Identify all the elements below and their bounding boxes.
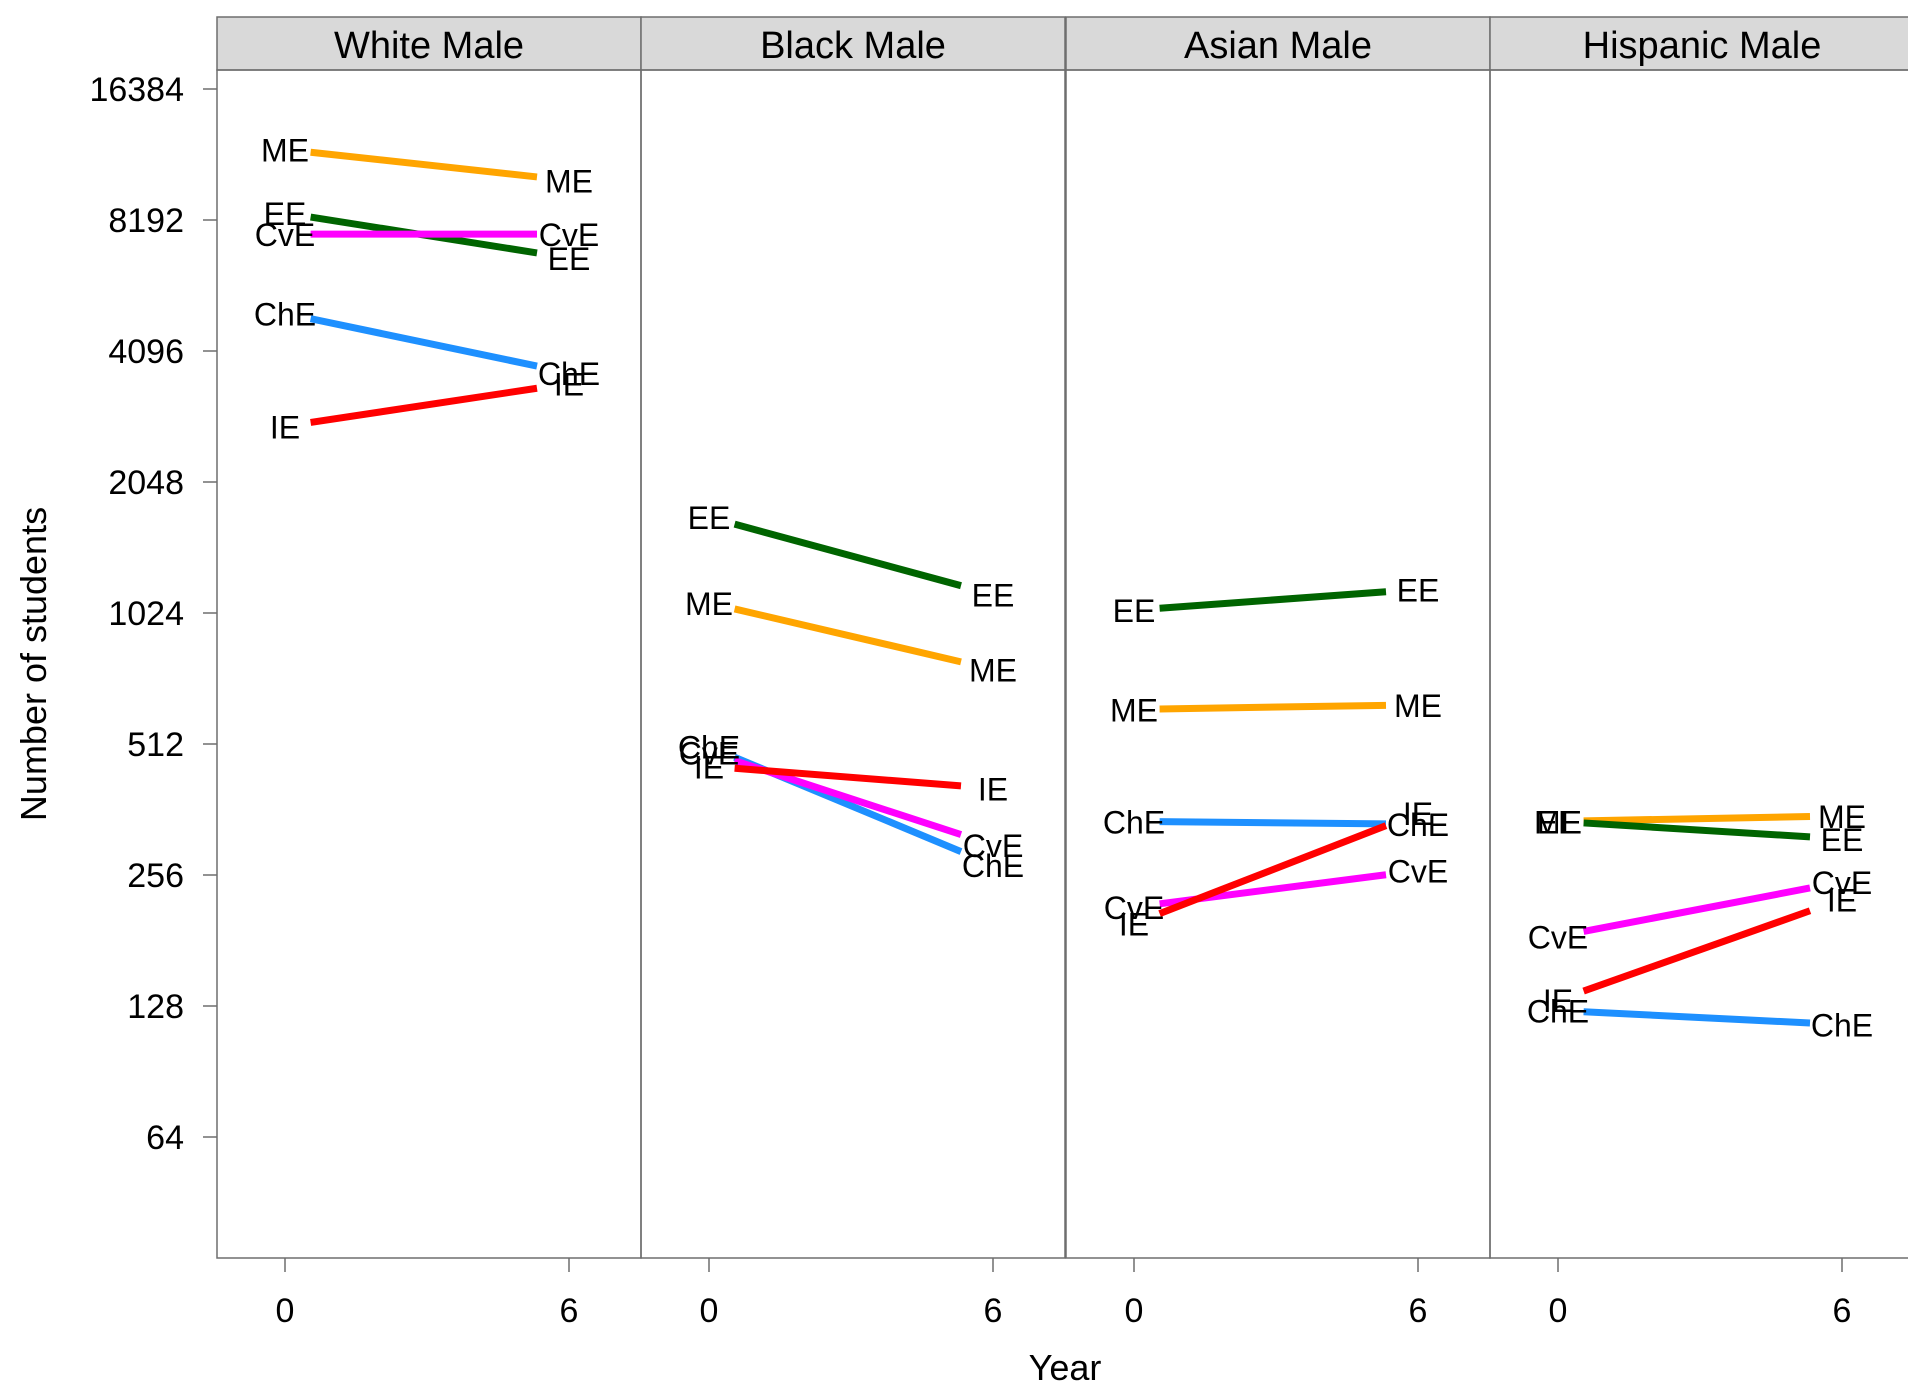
panel-strip [1065,16,1491,71]
series-label-start: ChE [254,296,316,332]
series-label-end: ME [1394,688,1442,724]
y-tick-label: 4096 [108,333,184,371]
series-label-end: ChE [962,848,1024,884]
series-lines [309,148,1812,1027]
series-line-cve [1582,884,1811,935]
series-label-end: ChE [538,356,600,392]
panel-frames: White Male Black Male Asian Male Hispanic M… [216,16,1908,1259]
series-label-start: ME [1534,804,1582,840]
y-tick-label: 256 [127,857,184,895]
series-line-ie [310,384,538,426]
y-tick-label: 512 [127,726,184,764]
series-label-start: EE [688,500,731,536]
series-label-start: ChE [1527,993,1589,1029]
x-tick-label: 0 [276,1292,295,1330]
series-line-me [733,605,962,666]
series-label-end: ChE [1387,807,1449,843]
series-label-end: EE [1821,822,1864,858]
series-label-end: EE [972,577,1015,613]
y-tick-label: 1024 [108,595,184,633]
series-label-end: IE [554,366,584,402]
series-label-start: EE [1537,804,1580,840]
series-line-ie [1158,822,1388,917]
series-label-start: ME [685,586,733,622]
series-line-che [309,315,538,370]
x-tick-label: 0 [1125,1292,1144,1330]
y-axis-title: Number of students [13,507,54,821]
panel-frame [1065,69,1491,1259]
series-label-end: IE [1403,796,1433,832]
x-tick-label: 6 [1833,1292,1852,1330]
series-line-ie [1582,907,1812,995]
panel-strip [640,16,1066,71]
series-label-start: ChE [1103,804,1165,840]
panel-frame [1489,69,1908,1259]
panel-title: Asian Male [1184,25,1372,67]
x-tick-label: 6 [560,1292,579,1330]
x-tick-label: 0 [1549,1292,1568,1330]
series-label-end: ME [545,163,593,199]
series-label-start: IE [694,749,724,785]
panel-frame [640,69,1066,1259]
series-label-start: IE [1119,907,1149,943]
series-line-che [1583,1008,1811,1027]
series-label-start: IE [270,409,300,445]
series-label-end: IE [1827,882,1857,918]
series-label-start: EE [264,196,307,232]
series-line-ee [733,520,962,590]
series-line-ie [734,764,962,790]
series-label-end: CvE [1388,854,1448,890]
series-label-end: ME [969,652,1017,688]
series-label-end: IE [978,771,1008,807]
series-label-end: ME [1818,799,1866,835]
panel-title: Hispanic Male [1583,25,1822,67]
series-label-start: ME [1110,692,1158,728]
panel-title: Black Male [760,25,946,67]
series-label-start: CvE [255,217,315,253]
y-tick-label: 8192 [108,202,184,240]
panel-title: White Male [334,25,524,67]
panel-strip [216,16,642,71]
series-label-start: CvE [1528,919,1588,955]
y-tick-label: 16384 [89,71,184,109]
series-label-start: EE [1113,593,1156,629]
x-tick-label: 0 [700,1292,719,1330]
series-label-end: EE [1397,572,1440,608]
y-tick-label: 64 [146,1119,184,1157]
panel-strip [1489,16,1908,71]
series-line-me [1583,813,1811,825]
axes: 0 6 0 6 0 6 0 6 64 128 256 512 1024 2048 4096 8192 16384… [13,71,1851,1388]
series-label-start: ME [261,132,309,168]
series-label-end: ChE [1811,1008,1873,1044]
series-line-me [310,148,538,181]
series-label-end: CvE [963,828,1023,864]
series-line-ee [1159,588,1387,612]
series-label-end: EE [548,241,591,277]
series-label-start: IE [1543,983,1573,1019]
series-line-ee [1583,819,1811,841]
series-label-end: CvE [1812,865,1872,901]
x-tick-label: 6 [1409,1292,1428,1330]
x-axis-title: Year [1029,1347,1102,1388]
series-label-start: CvE [679,735,739,771]
series-label-end: CvE [539,217,599,253]
series-line-che [1159,818,1387,828]
series-label-start: ChE [678,730,740,766]
y-tick-label: 128 [127,988,184,1026]
series-line-me [1159,701,1387,713]
y-tick-label: 2048 [108,464,184,502]
x-tick-label: 6 [984,1292,1003,1330]
series-label-start: CvE [1104,890,1164,926]
